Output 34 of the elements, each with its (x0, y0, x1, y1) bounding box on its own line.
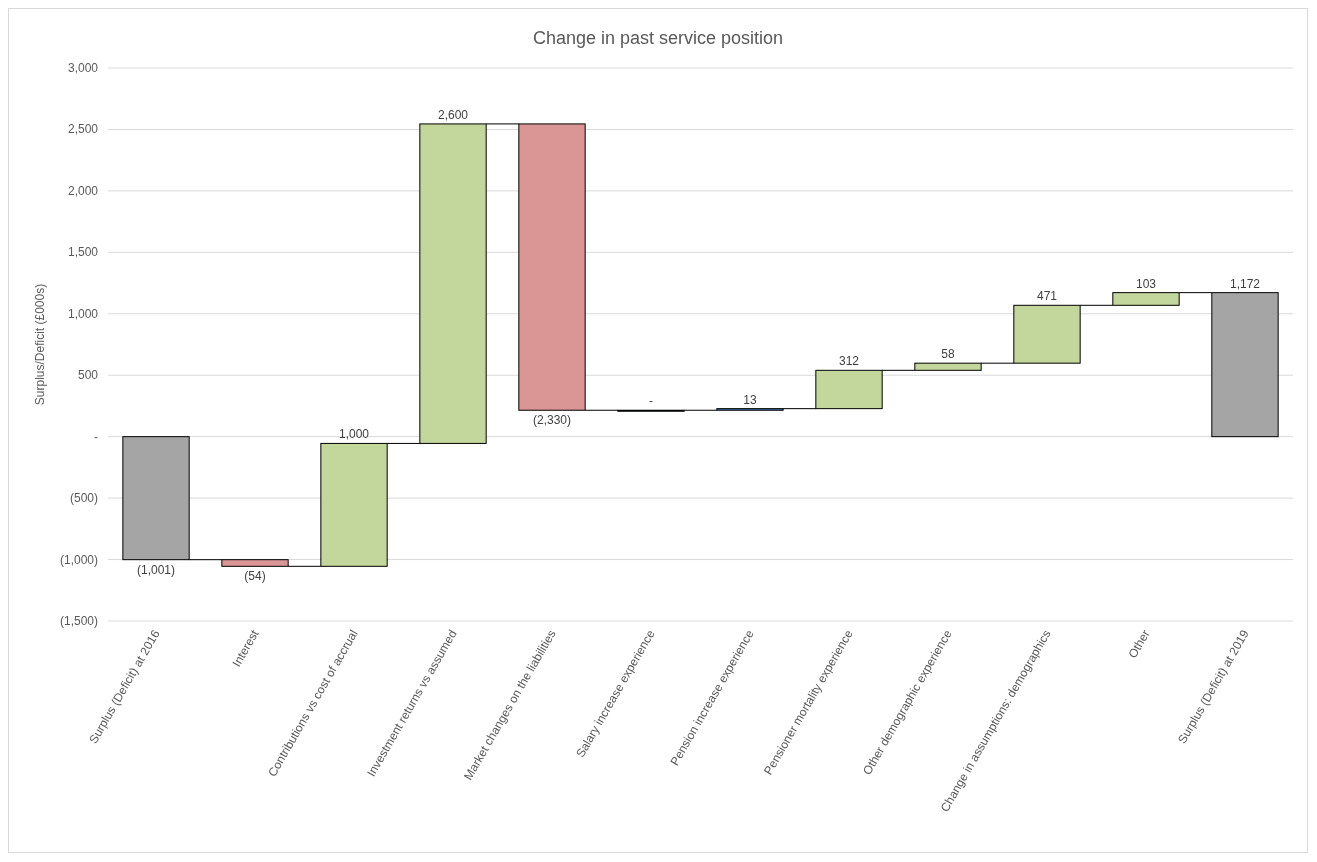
data-label: (1,001) (137, 562, 176, 577)
y-tick-label: - (94, 429, 98, 444)
y-axis-title: Surplus/Deficit (£000s) (33, 283, 47, 406)
y-tick-label: 3,000 (67, 61, 99, 75)
data-label: 471 (1036, 289, 1058, 304)
y-tick-label: 2,000 (67, 183, 99, 198)
bar (1112, 292, 1180, 306)
bar (518, 123, 586, 411)
data-label: 58 (941, 347, 955, 362)
bar (320, 442, 388, 567)
y-tick-label: 500 (77, 368, 99, 383)
data-label: 103 (1135, 276, 1157, 291)
data-label: (54) (244, 569, 266, 584)
y-tick-label: (500) (69, 491, 98, 506)
bar (1211, 292, 1279, 438)
bar (1013, 304, 1081, 364)
data-label: 312 (838, 354, 860, 369)
data-label: 2,600 (437, 107, 469, 122)
data-label: 1,000 (338, 427, 370, 442)
data-label: 13 (743, 392, 757, 407)
data-label: 1,172 (1229, 276, 1261, 291)
y-tick-label: 1,500 (67, 245, 99, 260)
y-tick-label: (1,000) (59, 552, 98, 567)
y-tick-label: 1,000 (67, 306, 99, 321)
bar (419, 123, 487, 444)
data-label: - (649, 394, 653, 409)
y-tick-label: 2,500 (67, 122, 99, 137)
y-tick-label: (1,500) (59, 614, 98, 628)
data-label: (2,330) (532, 413, 572, 428)
bar (815, 369, 883, 410)
bar (914, 362, 982, 371)
bar (221, 559, 289, 567)
bar (122, 436, 190, 561)
chart-title: Change in past service position (532, 28, 784, 48)
